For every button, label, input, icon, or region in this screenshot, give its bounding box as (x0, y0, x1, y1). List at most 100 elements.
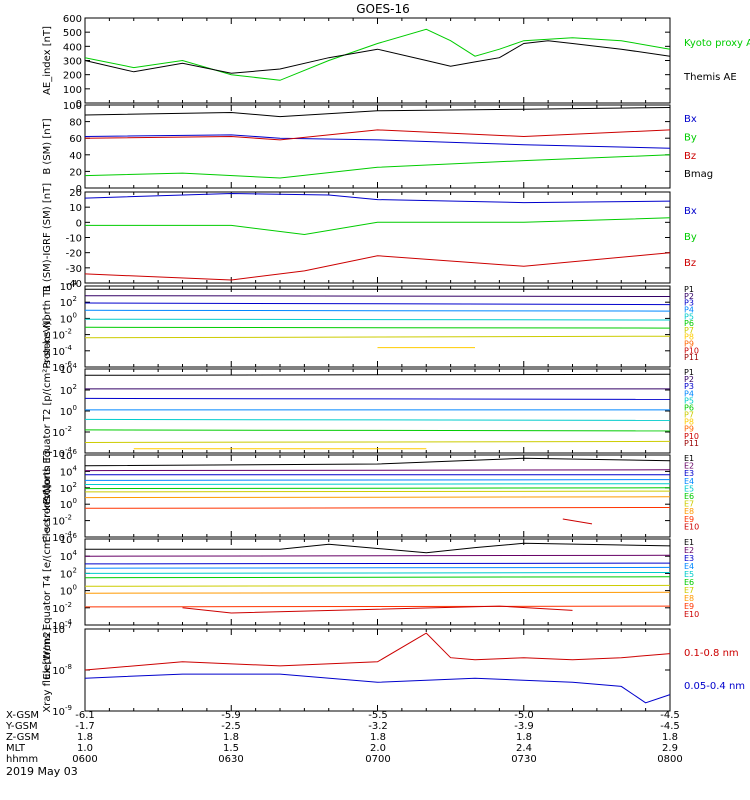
series-line (84, 429, 671, 432)
x-row-value: 1.8 (77, 732, 93, 743)
y-axis-label: Electrons North T3 (42, 449, 53, 542)
series-line (84, 397, 671, 400)
x-row-value: 2.4 (516, 743, 532, 754)
legend-label: P5 (684, 396, 694, 405)
x-row-value: -5.0 (514, 710, 534, 721)
y-tick-label: 102 (60, 295, 77, 309)
y-tick-label: -20 (66, 249, 82, 260)
x-row-value: 0630 (218, 754, 243, 765)
series-line (84, 40, 671, 74)
legend-label: Kyoto proxy AE (684, 38, 750, 49)
y-tick-exponent: -2 (65, 514, 72, 522)
y-tick-exponent: -4 (65, 618, 73, 626)
y-tick-exponent: 0 (73, 404, 77, 412)
legend-label: P4 (684, 305, 694, 314)
y-axis-label: B (SM) [nT] (42, 118, 53, 174)
legend-label: E7 (684, 586, 694, 595)
legend-label: P3 (684, 382, 694, 391)
legend-label: E4 (684, 477, 694, 486)
legend-label: E4 (684, 562, 694, 571)
y-tick-label: 80 (69, 118, 82, 129)
series-line (84, 252, 671, 281)
x-row-value: 0700 (365, 754, 390, 765)
legend-label: P10 (684, 346, 699, 355)
legend-label: Bx (684, 206, 697, 217)
y-tick-exponent: 2 (73, 481, 77, 489)
y-axis-label: Xray flux [W/m2] (42, 627, 53, 712)
x-row-label: X-GSM (6, 710, 39, 721)
series-line (84, 154, 671, 179)
legend-label: P7 (684, 411, 694, 420)
legend-label: P2 (684, 292, 694, 301)
y-tick-exponent: -4 (65, 446, 73, 454)
x-row-value: -3.2 (368, 721, 388, 732)
series-line (84, 457, 671, 467)
legend-label: E8 (684, 507, 694, 516)
legend-label: P4 (684, 389, 694, 398)
series-line (84, 566, 671, 569)
x-row-value: 0800 (657, 754, 682, 765)
x-row-value: 0600 (72, 754, 97, 765)
y-tick-label: 500 (63, 28, 82, 39)
series-line (84, 632, 671, 671)
panel-frame (84, 17, 671, 104)
series-line (84, 373, 671, 376)
legend-label: P10 (684, 432, 699, 441)
series-line (84, 584, 671, 587)
y-axis-label: Electrons Equator T4 [e/(cm²-s-sr-keV)] (42, 484, 53, 679)
series-line (84, 487, 671, 490)
legend-label: P6 (684, 319, 694, 328)
y-tick-label: 10-9 (52, 704, 72, 718)
legend-label: E1 (684, 538, 694, 547)
y-tick-label: -30 (66, 264, 82, 275)
legend-label: E5 (684, 484, 694, 493)
series-line (84, 673, 671, 704)
series-line (84, 605, 671, 608)
x-row-value: 2.0 (370, 743, 386, 754)
y-tick-label: 104 (60, 279, 78, 293)
legend-label: Bz (684, 151, 696, 162)
panel-5: 10-4 10-2 100 102 104 Protons Equator T2 [p/(… (42, 318, 699, 505)
series-line (84, 309, 671, 312)
x-row-label: Z-GSM (6, 732, 39, 743)
legend-label: P1 (684, 285, 694, 294)
y-axis-label: AE_index [nT] (42, 26, 53, 95)
y-tick-label: 0 (76, 184, 82, 195)
legend-label: P2 (684, 375, 694, 384)
series-line (84, 479, 671, 481)
y-tick-label: 40 (69, 151, 82, 162)
legend-label: E2 (684, 462, 694, 471)
legend-label: E9 (684, 515, 694, 524)
y-tick-exponent: -2 (65, 601, 72, 609)
series-line (84, 554, 671, 557)
y-tick-label: -40 (66, 279, 82, 290)
series-line (84, 318, 671, 321)
y-tick-label: 10 (69, 203, 82, 214)
figure-title: GOES-16 (356, 2, 410, 16)
x-row-value: -1.7 (75, 721, 95, 732)
series-line (84, 469, 671, 472)
y-tick-exponent: -6 (65, 360, 73, 368)
panel-frame (84, 191, 671, 284)
x-row-value: -5.9 (221, 710, 241, 721)
x-row-label: MLT (6, 743, 26, 754)
legend-label: P9 (684, 425, 694, 434)
x-row-value: -2.5 (221, 721, 241, 732)
y-tick-label: 20 (69, 167, 82, 178)
legend-label: E10 (684, 522, 699, 531)
legend-label: 0.05-0.4 nm (684, 681, 745, 692)
series-line (84, 134, 671, 149)
y-tick-exponent: 0 (73, 497, 77, 505)
date-label: 2019 May 03 (6, 765, 78, 778)
legend-label: P7 (684, 326, 694, 335)
series-line (84, 576, 671, 579)
series-line (84, 107, 671, 118)
y-tick-label: 100 (63, 101, 82, 112)
x-row-value: -5.5 (368, 710, 388, 721)
legend-label: E6 (684, 492, 694, 501)
y-tick-label: 10-2 (52, 601, 72, 615)
series-line (84, 28, 671, 81)
